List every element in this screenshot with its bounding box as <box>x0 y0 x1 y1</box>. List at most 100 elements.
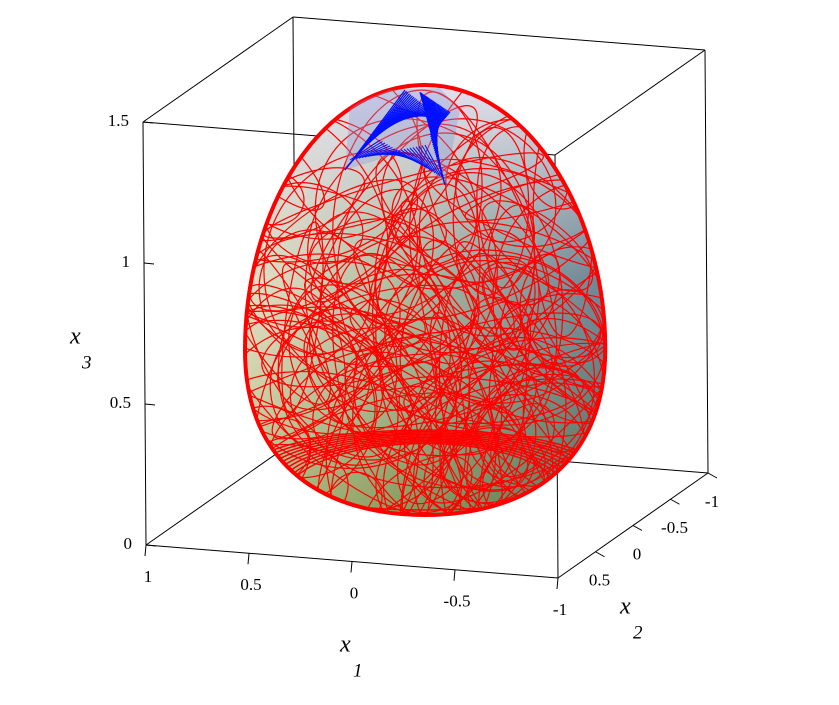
x2-tick <box>707 472 718 479</box>
cap-line <box>397 149 421 165</box>
x1-label: x <box>339 632 351 658</box>
cap-line <box>361 145 391 159</box>
cap-line <box>400 149 423 166</box>
trajectory <box>310 105 478 303</box>
x1-tick <box>556 577 559 590</box>
trajectory <box>309 218 421 285</box>
trajectory <box>245 306 438 435</box>
trajectory <box>429 312 503 515</box>
cap-line <box>429 111 451 136</box>
x3-tick-label: 0 <box>124 534 133 553</box>
trajectory <box>289 327 458 461</box>
x3-tick-label: 1.5 <box>108 111 129 130</box>
trajectory <box>466 373 606 515</box>
x1-tick <box>144 544 147 557</box>
trajectory <box>269 320 384 453</box>
trajectory <box>423 158 606 275</box>
trajectory <box>403 337 606 515</box>
trajectory <box>245 103 419 358</box>
trajectory <box>396 300 532 505</box>
trajectory <box>481 261 606 434</box>
trajectory <box>245 85 423 263</box>
x2-tick-label: 0 <box>633 544 642 563</box>
trajectory <box>245 287 347 515</box>
trajectory <box>483 266 606 433</box>
cap-line <box>352 141 383 160</box>
x1-tick-label: 0.5 <box>240 575 261 594</box>
x2-tick-label: 0.5 <box>589 571 610 590</box>
trajectory <box>281 221 324 414</box>
cap-line <box>418 145 438 175</box>
trajectory <box>245 292 462 515</box>
trajectory <box>245 224 332 405</box>
cap-line <box>424 144 443 178</box>
trajectory <box>261 284 479 388</box>
x1-tick-label: 0 <box>350 583 359 602</box>
trajectory <box>385 85 606 290</box>
blue-cap <box>344 88 460 186</box>
cap-line <box>355 142 386 160</box>
box-edge <box>142 121 147 546</box>
x2-tick <box>595 551 605 558</box>
trajectory <box>371 172 564 456</box>
trajectory <box>403 364 585 425</box>
trajectory <box>375 151 550 306</box>
trajectory <box>319 188 435 353</box>
trajectory <box>352 316 503 514</box>
trajectory <box>423 253 606 504</box>
trajectory <box>400 200 548 383</box>
box-edge <box>145 439 297 546</box>
x1-tick-label: -1 <box>553 600 567 619</box>
trajectory <box>245 253 401 451</box>
x1-label-sub: 1 <box>353 660 363 681</box>
box-edge <box>704 49 709 474</box>
cap-line <box>406 148 428 169</box>
x1-tick <box>453 569 456 581</box>
x2-label: x <box>619 594 631 620</box>
cap-line <box>358 144 388 159</box>
x2-label-sub: 2 <box>633 622 643 643</box>
x3-label: x <box>69 324 81 350</box>
cap-line <box>403 148 426 168</box>
x3-tick <box>143 262 155 265</box>
egg-outline <box>242 82 608 518</box>
box-edge <box>554 49 706 156</box>
trajectory <box>344 351 529 492</box>
cap-line <box>394 106 443 121</box>
x3-label-sub: 3 <box>81 352 92 373</box>
box-edge <box>292 16 706 51</box>
x3-tick-label: 1 <box>122 252 131 271</box>
trajectory <box>438 253 528 489</box>
trajectory <box>245 92 389 328</box>
trajectory <box>245 232 476 368</box>
trajectory <box>303 277 512 409</box>
trajectory <box>500 253 561 351</box>
trajectory <box>375 378 606 515</box>
x2-tick <box>632 525 643 531</box>
trajectory <box>434 360 606 515</box>
trajectory <box>314 117 536 354</box>
x3-tick <box>142 121 154 124</box>
cap-line <box>412 147 433 172</box>
trajectory <box>245 167 366 242</box>
box-edge <box>142 16 294 123</box>
cap-line <box>409 147 431 171</box>
cap-line <box>421 145 441 177</box>
axes: 0 0.5 1 1.5 1 0.5 0 -0.5 -1 0.5 0 -0.5 -1 <box>108 111 719 619</box>
trajectory <box>476 125 606 364</box>
x1-tick-label: -0.5 <box>444 592 471 611</box>
x1-tick <box>350 561 353 573</box>
x1-tick-label: 1 <box>144 567 153 586</box>
x3-tick-label: 0.5 <box>110 393 131 412</box>
x2-tick <box>670 498 680 505</box>
trajectory <box>306 273 554 457</box>
x3-tick <box>144 403 156 406</box>
x2-tick-label: -0.5 <box>661 518 688 537</box>
cap-line <box>415 146 436 174</box>
trajectory <box>349 298 426 348</box>
trajectory <box>353 238 462 365</box>
trajectory <box>374 167 606 404</box>
x2-tick-label: -1 <box>705 492 719 511</box>
trajectory <box>248 179 419 312</box>
